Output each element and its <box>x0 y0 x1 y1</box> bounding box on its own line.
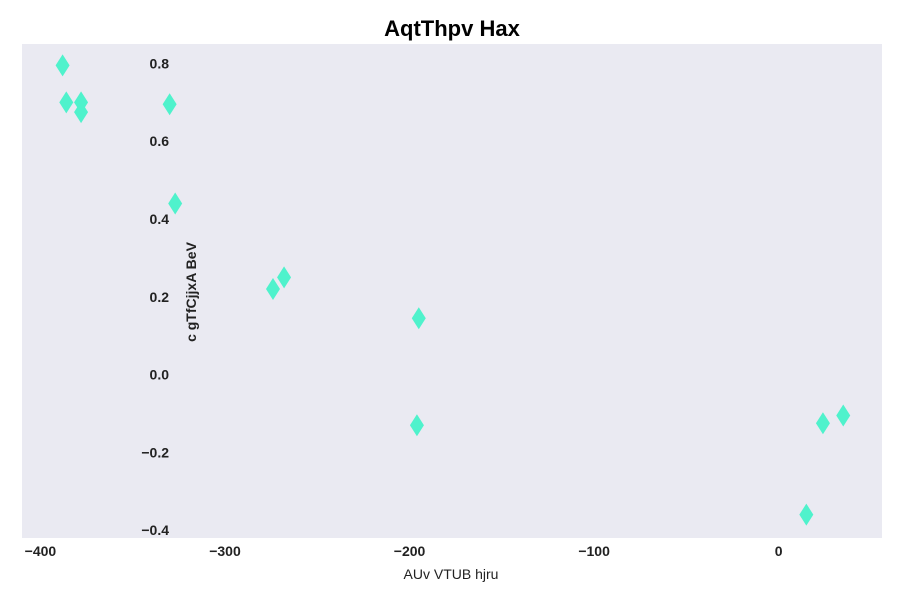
data-points <box>55 54 851 526</box>
data-point <box>265 278 280 301</box>
y-tick-label: 0.4 <box>150 211 170 227</box>
data-point <box>799 503 814 526</box>
plot-area <box>22 44 882 538</box>
y-axis-label: c gTfCjjxA BeV <box>183 241 199 341</box>
data-point <box>55 54 70 77</box>
y-axis-ticks: 0.8 0.6 0.4 0.2 0.0 −0.2 −0.4 <box>141 55 169 538</box>
chart-title: AqtThpv Hax <box>384 16 520 41</box>
data-point <box>74 101 89 124</box>
data-point <box>836 404 851 427</box>
data-point <box>411 307 426 330</box>
data-point <box>277 266 292 289</box>
x-tick-label: −300 <box>209 543 241 559</box>
x-axis-label: AUv VTUB hjru <box>404 566 499 582</box>
x-tick-label: −200 <box>394 543 426 559</box>
data-point <box>59 91 74 114</box>
y-tick-label: 0.2 <box>150 289 170 305</box>
data-point <box>162 93 177 116</box>
x-tick-label: −100 <box>578 543 610 559</box>
y-tick-label: 0.0 <box>150 367 170 383</box>
data-point <box>409 414 424 437</box>
y-tick-label: −0.2 <box>141 444 169 460</box>
y-tick-label: −0.4 <box>141 522 169 538</box>
x-tick-label: 0 <box>775 543 783 559</box>
y-tick-label: 0.6 <box>150 133 170 149</box>
x-axis-ticks: −400 −300 −200 −100 0 <box>25 543 783 559</box>
data-point <box>168 192 183 215</box>
y-tick-label: 0.8 <box>150 55 170 71</box>
data-point <box>815 412 830 435</box>
x-tick-label: −400 <box>25 543 57 559</box>
